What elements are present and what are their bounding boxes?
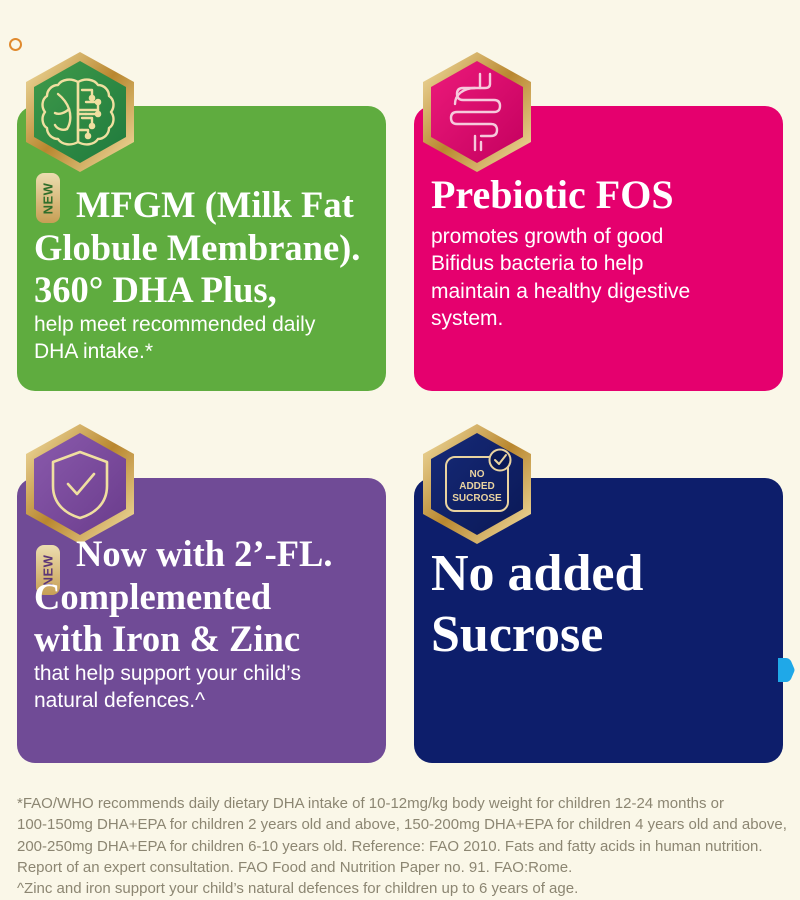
svg-text:ADDED: ADDED — [459, 481, 495, 492]
svg-text:NO: NO — [470, 469, 485, 480]
svg-text:SUCROSE: SUCROSE — [452, 493, 502, 504]
